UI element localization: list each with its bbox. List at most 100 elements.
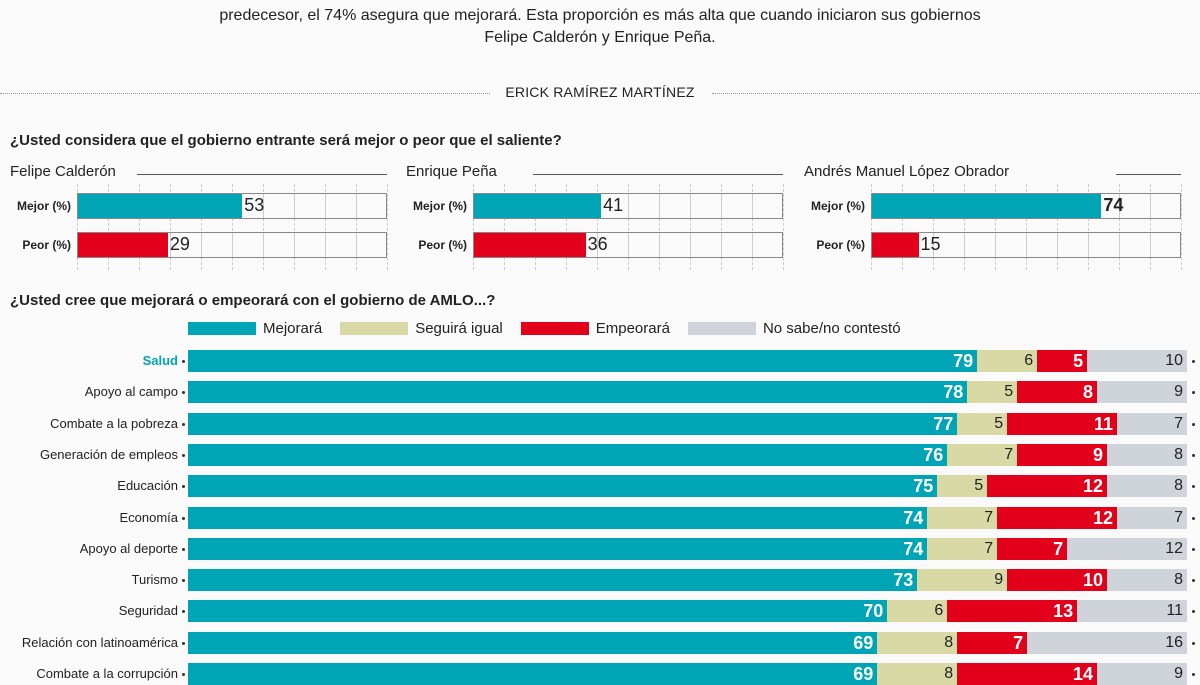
bar-track: [77, 193, 387, 219]
grid-line: [628, 184, 629, 270]
row-dot: [1192, 610, 1195, 614]
grid-line: [933, 184, 934, 270]
category-label: Turismo: [131, 572, 178, 588]
grid-line: [1088, 184, 1089, 270]
bar-mejor: [78, 194, 243, 218]
category-label: Apoyo al deporte: [79, 540, 178, 556]
category-label: Seguridad: [118, 603, 178, 619]
bar-label: Peor (%): [816, 238, 865, 252]
bar-segment-igual: 5: [957, 412, 1008, 435]
grid-line: [566, 184, 567, 270]
legend: Mejorará Seguirá igual Empeorará No sabe/no…: [188, 320, 919, 337]
bar-segment-nosabe: 11: [1077, 600, 1187, 623]
row-dot: [1192, 516, 1195, 520]
question-2: ¿Usted cree que mejorará o empeorará con…: [10, 292, 496, 309]
category-label: Educación: [117, 478, 178, 494]
data-label: 29: [169, 234, 190, 254]
legend-item: Seguirá igual: [340, 320, 503, 337]
grid-line: [1150, 184, 1151, 270]
bar-segment-empeorara: 10: [1007, 569, 1108, 592]
data-label: 41: [603, 195, 624, 215]
legend-item: Empeorará: [520, 320, 670, 337]
bar-segment-nosabe: 9: [1097, 663, 1187, 685]
row-dot: [182, 453, 185, 457]
legend-item: Mejorará: [188, 320, 322, 337]
bar-segment-mejorara: 69: [188, 663, 878, 685]
grid-line: [473, 184, 474, 270]
category-label: Relación con latinoamérica: [21, 634, 178, 650]
bar-segment-nosabe: 16: [1027, 631, 1187, 654]
row-dot: [182, 422, 185, 426]
grid-line: [1119, 184, 1120, 270]
bar-segment-nosabe: 12: [1067, 537, 1187, 560]
bar-segment-igual: 6: [887, 600, 948, 623]
bar-segment-igual: 5: [967, 381, 1018, 404]
grid-line: [690, 184, 691, 270]
data-label: 15: [920, 234, 941, 254]
legend-swatch: [687, 322, 756, 335]
row-dot: [1192, 453, 1195, 457]
bar-track: [473, 193, 783, 219]
bar-segment-igual: 8: [877, 663, 958, 685]
row-dot: [182, 391, 185, 395]
byline: ERICK RAMÍREZ MARTÍNEZ: [505, 84, 695, 100]
intro-text-line: Felipe Calderón y Enrique Peña.: [484, 29, 716, 46]
bar-segment-igual: 7: [947, 443, 1018, 466]
bar-segment-empeorara: 7: [957, 631, 1028, 654]
panel-rule: [533, 174, 783, 175]
bar-segment-empeorara: 8: [1017, 381, 1098, 404]
panel-title: Enrique Peña: [406, 163, 497, 180]
grid-line: [232, 184, 233, 270]
grid-line: [783, 184, 784, 270]
row-dot: [182, 610, 185, 614]
grid-line: [387, 184, 388, 270]
legend-item: No sabe/no contestó: [687, 320, 901, 337]
byline-row: ERICK RAMÍREZ MARTÍNEZ: [0, 84, 1200, 104]
panel-rule: [1116, 174, 1181, 175]
category-label: Salud: [142, 353, 178, 368]
bar-segment-mejorara: 77: [188, 412, 958, 435]
grid-line: [201, 184, 202, 270]
grid-line: [1026, 184, 1027, 270]
bar-track: [871, 193, 1181, 219]
grid-line: [752, 184, 753, 270]
legend-label: No sabe/no contestó: [762, 320, 901, 337]
grid-line: [504, 184, 505, 270]
grid-line: [1057, 184, 1058, 270]
bar-segment-nosabe: 8: [1107, 475, 1187, 498]
bar-segment-mejorara: 79: [188, 350, 978, 372]
bar-peor: [78, 233, 168, 257]
row-dot: [182, 485, 185, 489]
grid-line: [77, 184, 78, 270]
bar-segment-nosabe: 10: [1087, 350, 1187, 372]
legend-swatch: [340, 322, 409, 335]
bar-segment-mejorara: 74: [188, 537, 928, 560]
category-label: Apoyo al campo: [84, 384, 178, 400]
bar-segment-mejorara: 70: [188, 600, 888, 623]
row-dot: [182, 547, 185, 551]
row-dot: [1192, 485, 1195, 489]
bar-segment-empeorara: 5: [1037, 350, 1088, 372]
grid-line: [721, 184, 722, 270]
bar-segment-nosabe: 9: [1097, 381, 1187, 404]
data-label: 74: [1103, 195, 1124, 215]
bar-track: [473, 232, 783, 258]
legend-label: Seguirá igual: [415, 320, 503, 337]
bar-segment-mejorara: 78: [188, 381, 968, 404]
row-dot: [1192, 641, 1195, 645]
row-dot: [182, 641, 185, 645]
bar-segment-mejorara: 76: [188, 443, 948, 466]
intro-text-line: predecesor, el 74% asegura que mejorará.…: [219, 7, 981, 24]
row-dot: [1192, 422, 1195, 426]
grid-line: [535, 184, 536, 270]
bar-peor: [872, 233, 919, 257]
bar-segment-igual: 6: [977, 350, 1038, 372]
grid-line: [325, 184, 326, 270]
bar-mejor: [474, 194, 602, 218]
row-dot: [1192, 360, 1195, 363]
grid-line: [1181, 184, 1182, 270]
bar-segment-empeorara: 14: [957, 663, 1098, 685]
bar-segment-mejorara: 69: [188, 631, 878, 654]
row-dot: [1192, 547, 1195, 551]
grid-line: [597, 184, 598, 270]
